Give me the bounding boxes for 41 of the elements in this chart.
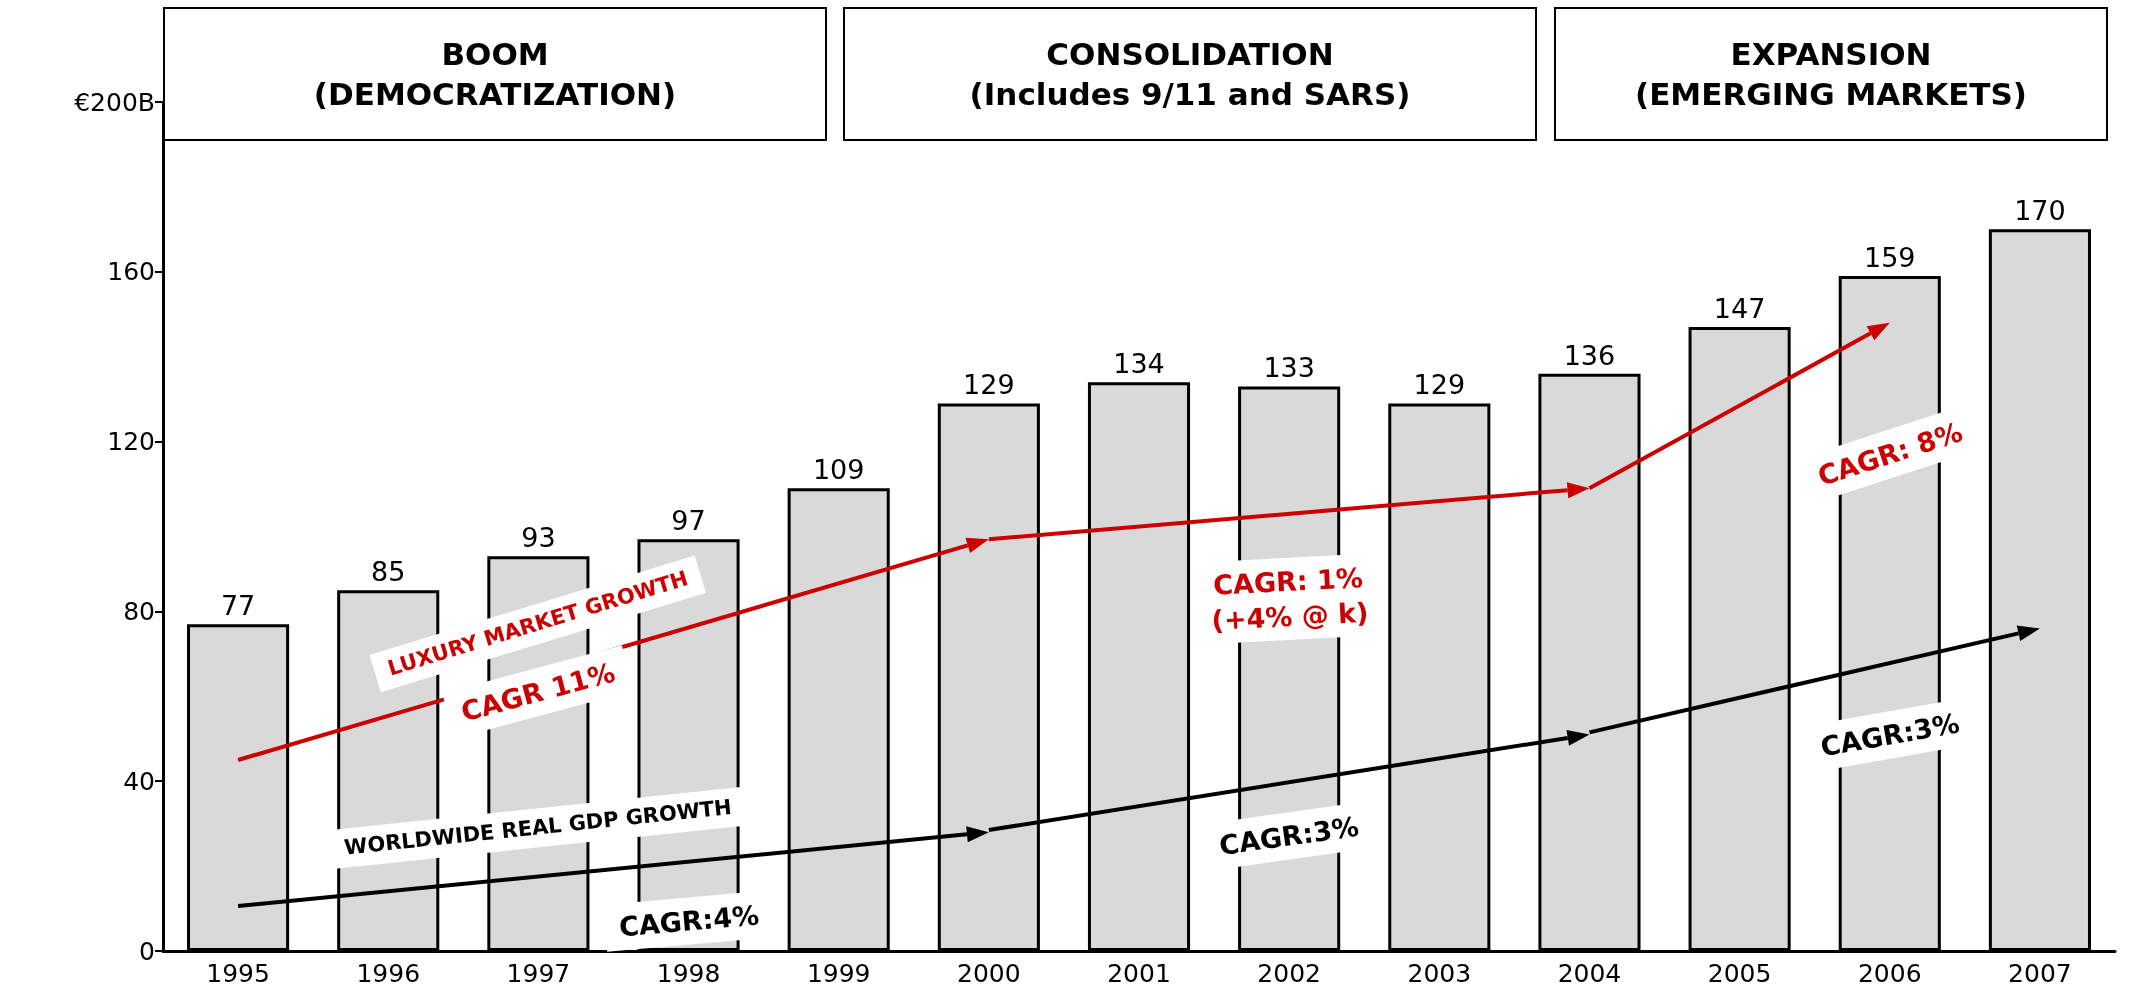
data-label: 97: [671, 505, 706, 537]
data-label: 133: [1263, 352, 1315, 384]
y-tick-label: €200B: [74, 87, 155, 117]
y-tick-label: 120: [107, 427, 155, 457]
annotation: CAGR:3%: [1802, 696, 1977, 773]
x-tick-label: 2007: [2008, 959, 2072, 988]
data-label: 129: [963, 369, 1015, 401]
x-tick-label: 1995: [206, 959, 270, 988]
annotation: CAGR: 8%: [1797, 404, 1982, 505]
x-tick-label: 2004: [1557, 959, 1622, 988]
data-label: 129: [1413, 369, 1466, 401]
data-label: 134: [1113, 348, 1165, 380]
y-tick-label: 160: [107, 257, 155, 287]
annotation: CAGR:4%: [602, 890, 775, 953]
x-tick-label: 2006: [1857, 959, 1922, 988]
x-tick-label: 2002: [1257, 959, 1321, 988]
x-tick-label: 2005: [1707, 959, 1772, 988]
annotation: WORLDWIDE REAL GDP GROWTH: [328, 786, 748, 870]
y-tick-label: 40: [123, 766, 155, 796]
x-tick-label: 1999: [806, 959, 871, 988]
x-tick-label: 1996: [356, 959, 421, 988]
data-label: 77: [220, 590, 256, 622]
phase-box: BOOM (DEMOCRATIZATION): [163, 7, 827, 141]
annotation: CAGR: 1% (+4% @ k): [1194, 552, 1384, 645]
data-label: 170: [2014, 195, 2066, 227]
data-label: 93: [521, 522, 556, 554]
data-label: 85: [371, 556, 406, 588]
phase-box: EXPANSION (EMERGING MARKETS): [1554, 7, 2108, 141]
y-tick-label: 80: [123, 596, 155, 626]
x-tick-label: 2001: [1107, 959, 1171, 988]
data-label: 109: [812, 454, 865, 486]
x-tick-label: 1997: [506, 959, 571, 988]
annotation: CAGR:3%: [1202, 801, 1376, 872]
x-tick-label: 2003: [1407, 959, 1472, 988]
data-label: 136: [1563, 339, 1616, 371]
x-tick-label: 1998: [656, 959, 721, 988]
phase-box: CONSOLIDATION (Includes 9/11 and SARS): [843, 7, 1537, 141]
y-tick-label: 0: [139, 936, 155, 966]
data-label: 147: [1713, 292, 1766, 324]
x-tick-label: 2000: [957, 959, 1021, 988]
data-label: 159: [1864, 242, 1916, 274]
